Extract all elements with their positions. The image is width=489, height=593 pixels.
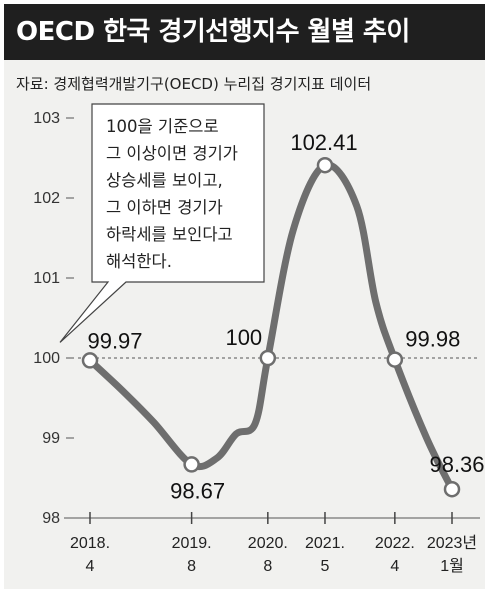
y-tick-label: 100 [33, 350, 60, 367]
annotation-line: 하락세를 보인다고 [106, 225, 233, 244]
y-tick-label: 103 [33, 110, 60, 127]
y-tick-label: 101 [33, 270, 60, 287]
x-tick-label-line1: 2021. [305, 535, 345, 552]
x-tick-label-line2: 4 [86, 558, 95, 575]
series-line [86, 161, 456, 493]
data-point-marker [81, 352, 99, 369]
data-label: 99.97 [87, 328, 142, 353]
annotation-line: 상승세를 보이고, [106, 171, 223, 190]
annotation-callout [59, 103, 265, 343]
line-chart: 103 102 101 100 99 98 2018. 4 2019. 8 2020. 8 2021. 5… [33, 103, 485, 575]
chart-panel: 자료: 경제협력개발기구(OECD) 누리집 경기지표 데이터 103 102 10… [4, 60, 485, 589]
x-tick-label-line2: 5 [321, 558, 330, 575]
x-tick-label-line1: 2023년 [427, 534, 477, 552]
x-tick-label-line2: 8 [263, 558, 272, 575]
annotation-line: 해석한다. [106, 252, 172, 271]
data-point-marker [386, 351, 404, 368]
data-label: 102.41 [290, 130, 357, 155]
data-point-marker [183, 456, 200, 473]
data-label: 99.98 [405, 327, 460, 352]
data-label: 98.67 [170, 478, 225, 503]
data-label: 98.36 [429, 452, 484, 477]
data-label: 100 [225, 325, 262, 350]
x-tick-label-line2: 1월 [440, 557, 464, 575]
y-tick-label: 102 [33, 190, 60, 207]
x-tick-label-line2: 4 [390, 558, 399, 575]
y-tick-label: 98 [42, 510, 60, 527]
x-tick-label-line2: 8 [187, 558, 196, 575]
x-tick-label-line1: 2019. [172, 535, 212, 552]
data-point-marker [316, 156, 334, 174]
chart-title: OECD 한국 경기선행지수 월별 추이 [16, 17, 410, 47]
x-tick-label-line1: 2022. [375, 535, 415, 552]
x-tick-label-line1: 2018. [70, 535, 110, 552]
x-tick-label-line1: 2020. [248, 535, 288, 552]
data-point-marker [259, 349, 277, 367]
source-note: 자료: 경제협력개발기구(OECD) 누리집 경기지표 데이터 [16, 75, 372, 93]
annotation-line: 그 이하면 경기가 [106, 198, 223, 217]
data-point-marker [443, 480, 461, 498]
annotation-line: 100을 기준으로 [106, 117, 219, 136]
title-bar: OECD 한국 경기선행지수 월별 추이 [4, 4, 485, 60]
y-tick-label: 99 [42, 430, 60, 447]
annotation-line: 그 이상이면 경기가 [106, 144, 238, 163]
